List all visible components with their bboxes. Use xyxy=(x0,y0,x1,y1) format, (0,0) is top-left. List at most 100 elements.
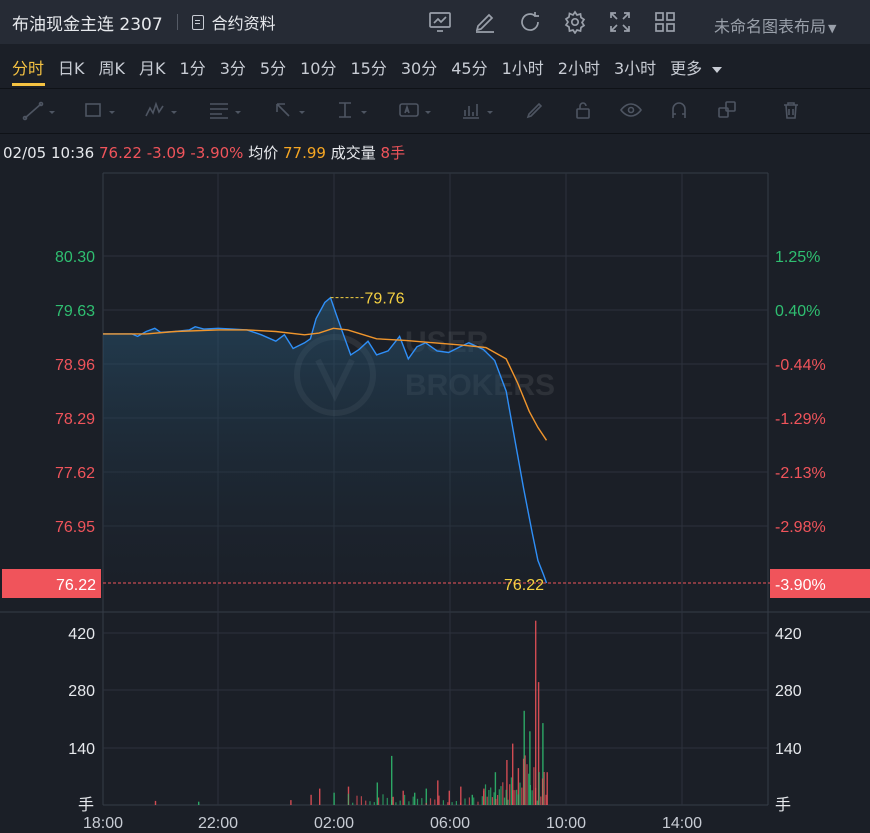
tool-options-caret-icon[interactable] xyxy=(170,98,178,122)
volume-bar xyxy=(376,782,378,805)
measure-tool-icon[interactable] xyxy=(332,98,358,122)
layers-icon[interactable] xyxy=(714,98,740,122)
timeframe-tab[interactable]: 45分 xyxy=(451,59,488,78)
layout-selector[interactable]: 未命名图表布局 ▼ xyxy=(714,13,836,37)
volume-bar xyxy=(488,790,490,805)
timeframe-tab[interactable]: 30分 xyxy=(400,59,438,78)
volume-bar xyxy=(154,800,157,805)
current-pct-badge-label: -3.90% xyxy=(775,577,826,594)
indicator-tool-icon[interactable] xyxy=(458,98,484,122)
pen-icon[interactable] xyxy=(522,98,548,122)
pct-tick-label: -1.29% xyxy=(775,411,826,428)
eye-icon[interactable] xyxy=(618,98,644,122)
timeframe-tab[interactable]: 1小时 xyxy=(501,59,544,78)
volume-bar xyxy=(356,795,358,805)
volume-bar xyxy=(437,780,439,805)
timeframe-tab[interactable]: 3小时 xyxy=(613,59,657,78)
volume-bar xyxy=(416,798,419,805)
volume-bar xyxy=(535,787,537,805)
fib-tool-icon[interactable] xyxy=(206,98,232,122)
volume-bar xyxy=(391,755,393,805)
fullscreen-icon[interactable] xyxy=(608,10,632,34)
layout-label: 未命名图表布局 xyxy=(714,17,827,36)
volume-bar xyxy=(382,794,384,805)
volume-bar xyxy=(519,782,521,805)
timeframe-tab[interactable]: 周K xyxy=(98,59,126,78)
time-axis-label: 06:00 xyxy=(430,815,470,832)
volume-bar xyxy=(531,790,533,805)
volume-bar xyxy=(392,796,394,805)
timeframe-tab[interactable]: 日K xyxy=(58,59,85,78)
volume-tick-label: 140 xyxy=(775,741,802,758)
price-tick-label: 80.30 xyxy=(55,249,95,266)
timeframe-tab[interactable]: 2小时 xyxy=(557,59,600,78)
volume-bar xyxy=(412,796,414,805)
volume-tick-label: 140 xyxy=(68,741,95,758)
arrow-tool-icon[interactable] xyxy=(270,98,296,122)
volume-bar xyxy=(399,800,401,805)
volume-bar xyxy=(510,777,512,805)
volume-bar xyxy=(365,800,367,805)
gear-icon[interactable] xyxy=(563,10,587,35)
volume-bar xyxy=(473,797,475,805)
timeframe-tab[interactable]: 1分 xyxy=(179,59,206,78)
volume-bar xyxy=(468,797,470,805)
price-tick-label: 76.95 xyxy=(55,519,95,536)
volume-bar xyxy=(451,802,453,805)
timeframe-tab[interactable]: 10分 xyxy=(300,59,337,78)
timeframe-tab[interactable]: 月K xyxy=(139,59,166,78)
pattern-tool-icon[interactable] xyxy=(142,98,168,122)
tool-options-caret-icon[interactable] xyxy=(486,98,494,122)
refresh-icon[interactable] xyxy=(518,10,542,34)
volume-bar xyxy=(517,768,520,805)
instrument-title[interactable]: 布油现金主连 2307 xyxy=(12,14,163,35)
tool-options-caret-icon[interactable] xyxy=(48,98,56,122)
volume-bar xyxy=(386,797,388,805)
info-avg-label: 均价 xyxy=(248,144,279,162)
volume-bar xyxy=(545,794,547,805)
timeframe-tab[interactable]: 3分 xyxy=(219,59,246,78)
divider xyxy=(0,133,870,134)
timeframe-bar: 分时 日K 周K 月K 1分 3分 5分 10分 15分 30分 45分 1小时 2小时 3小时 更多 xyxy=(0,50,870,86)
magnet-icon[interactable] xyxy=(666,98,692,122)
timeframe-tab[interactable]: 更多 xyxy=(663,55,729,79)
tool-options-caret-icon[interactable] xyxy=(108,98,116,122)
volume-bar xyxy=(506,760,508,805)
lock-icon[interactable] xyxy=(570,98,596,122)
tool-options-caret-icon[interactable] xyxy=(360,98,368,122)
volume-bar xyxy=(484,784,487,805)
timeframe-tab[interactable]: 15分 xyxy=(350,59,387,78)
contract-info-button[interactable]: 合约资料 xyxy=(191,10,276,34)
grid-layout-icon[interactable] xyxy=(653,10,677,34)
drawing-toolbar xyxy=(0,90,870,130)
tool-options-caret-icon[interactable] xyxy=(298,98,306,122)
info-volume-value: 8手 xyxy=(380,144,406,162)
info-change-pct: -3.90% xyxy=(190,144,244,162)
header-divider xyxy=(176,14,178,30)
document-icon xyxy=(191,14,204,30)
volume-bar xyxy=(319,788,321,805)
volume-bar xyxy=(434,799,436,805)
line-tool-icon[interactable] xyxy=(20,98,46,122)
volume-bar xyxy=(528,773,530,805)
volume-bar xyxy=(495,798,497,805)
volume-bar xyxy=(540,796,542,805)
volume-bar xyxy=(414,792,416,805)
timeframe-tab[interactable]: 5分 xyxy=(259,59,287,78)
tool-options-caret-icon[interactable] xyxy=(424,98,432,122)
trash-icon[interactable] xyxy=(778,98,804,122)
chart-settings-icon[interactable] xyxy=(428,10,452,34)
volume-bar xyxy=(310,794,312,805)
timeframe-tab[interactable]: 分时 xyxy=(0,55,51,86)
volume-bar xyxy=(529,785,531,805)
volume-bar xyxy=(494,772,497,805)
volume-bar xyxy=(333,792,335,805)
volume-bar xyxy=(438,795,440,805)
edit-icon[interactable] xyxy=(473,10,497,34)
volume-bar xyxy=(460,786,462,805)
text-tool-icon[interactable] xyxy=(396,98,422,122)
rectangle-tool-icon[interactable] xyxy=(80,98,106,122)
tool-options-caret-icon[interactable] xyxy=(234,98,242,122)
price-area-fill xyxy=(103,297,547,583)
